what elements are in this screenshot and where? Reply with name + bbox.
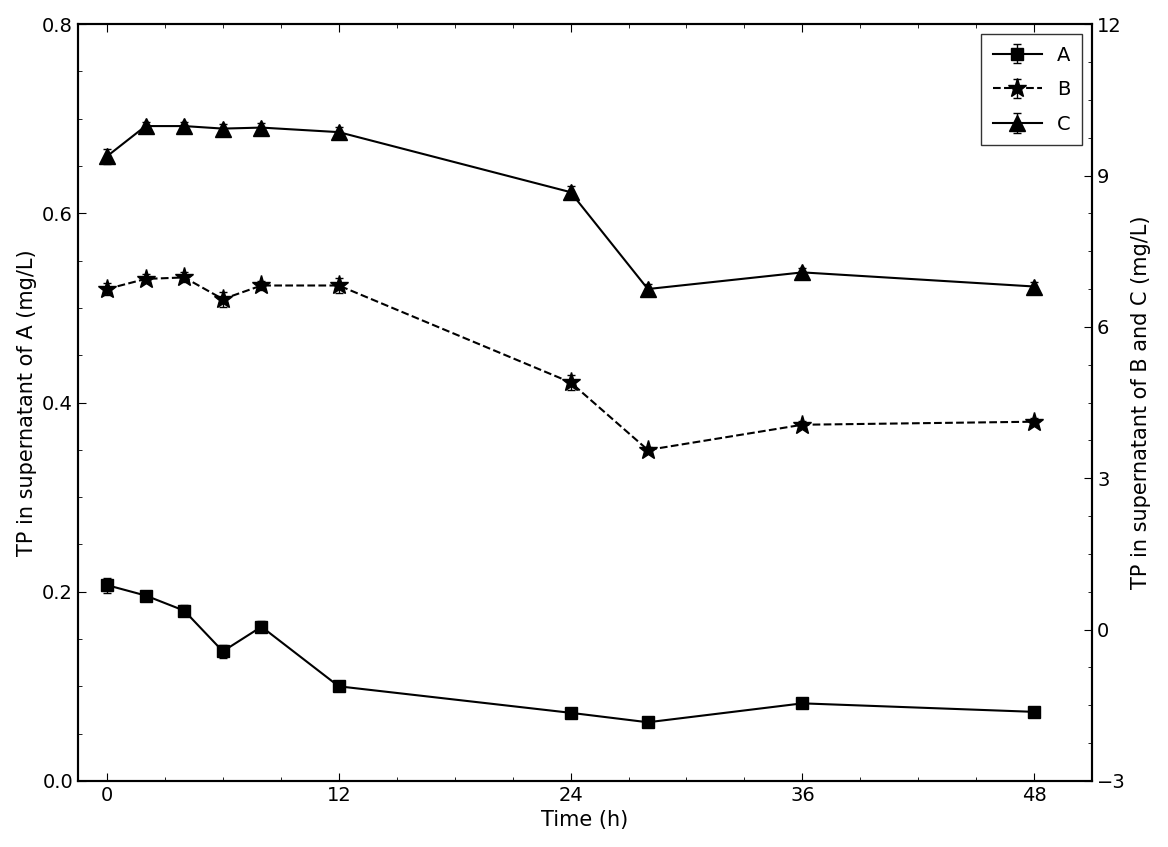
Y-axis label: TP in supernatant of B and C (mg/L): TP in supernatant of B and C (mg/L) xyxy=(1132,216,1152,590)
Legend: A, B, C: A, B, C xyxy=(981,34,1083,146)
Y-axis label: TP in supernatant of A (mg/L): TP in supernatant of A (mg/L) xyxy=(16,249,36,556)
X-axis label: Time (h): Time (h) xyxy=(542,811,628,830)
